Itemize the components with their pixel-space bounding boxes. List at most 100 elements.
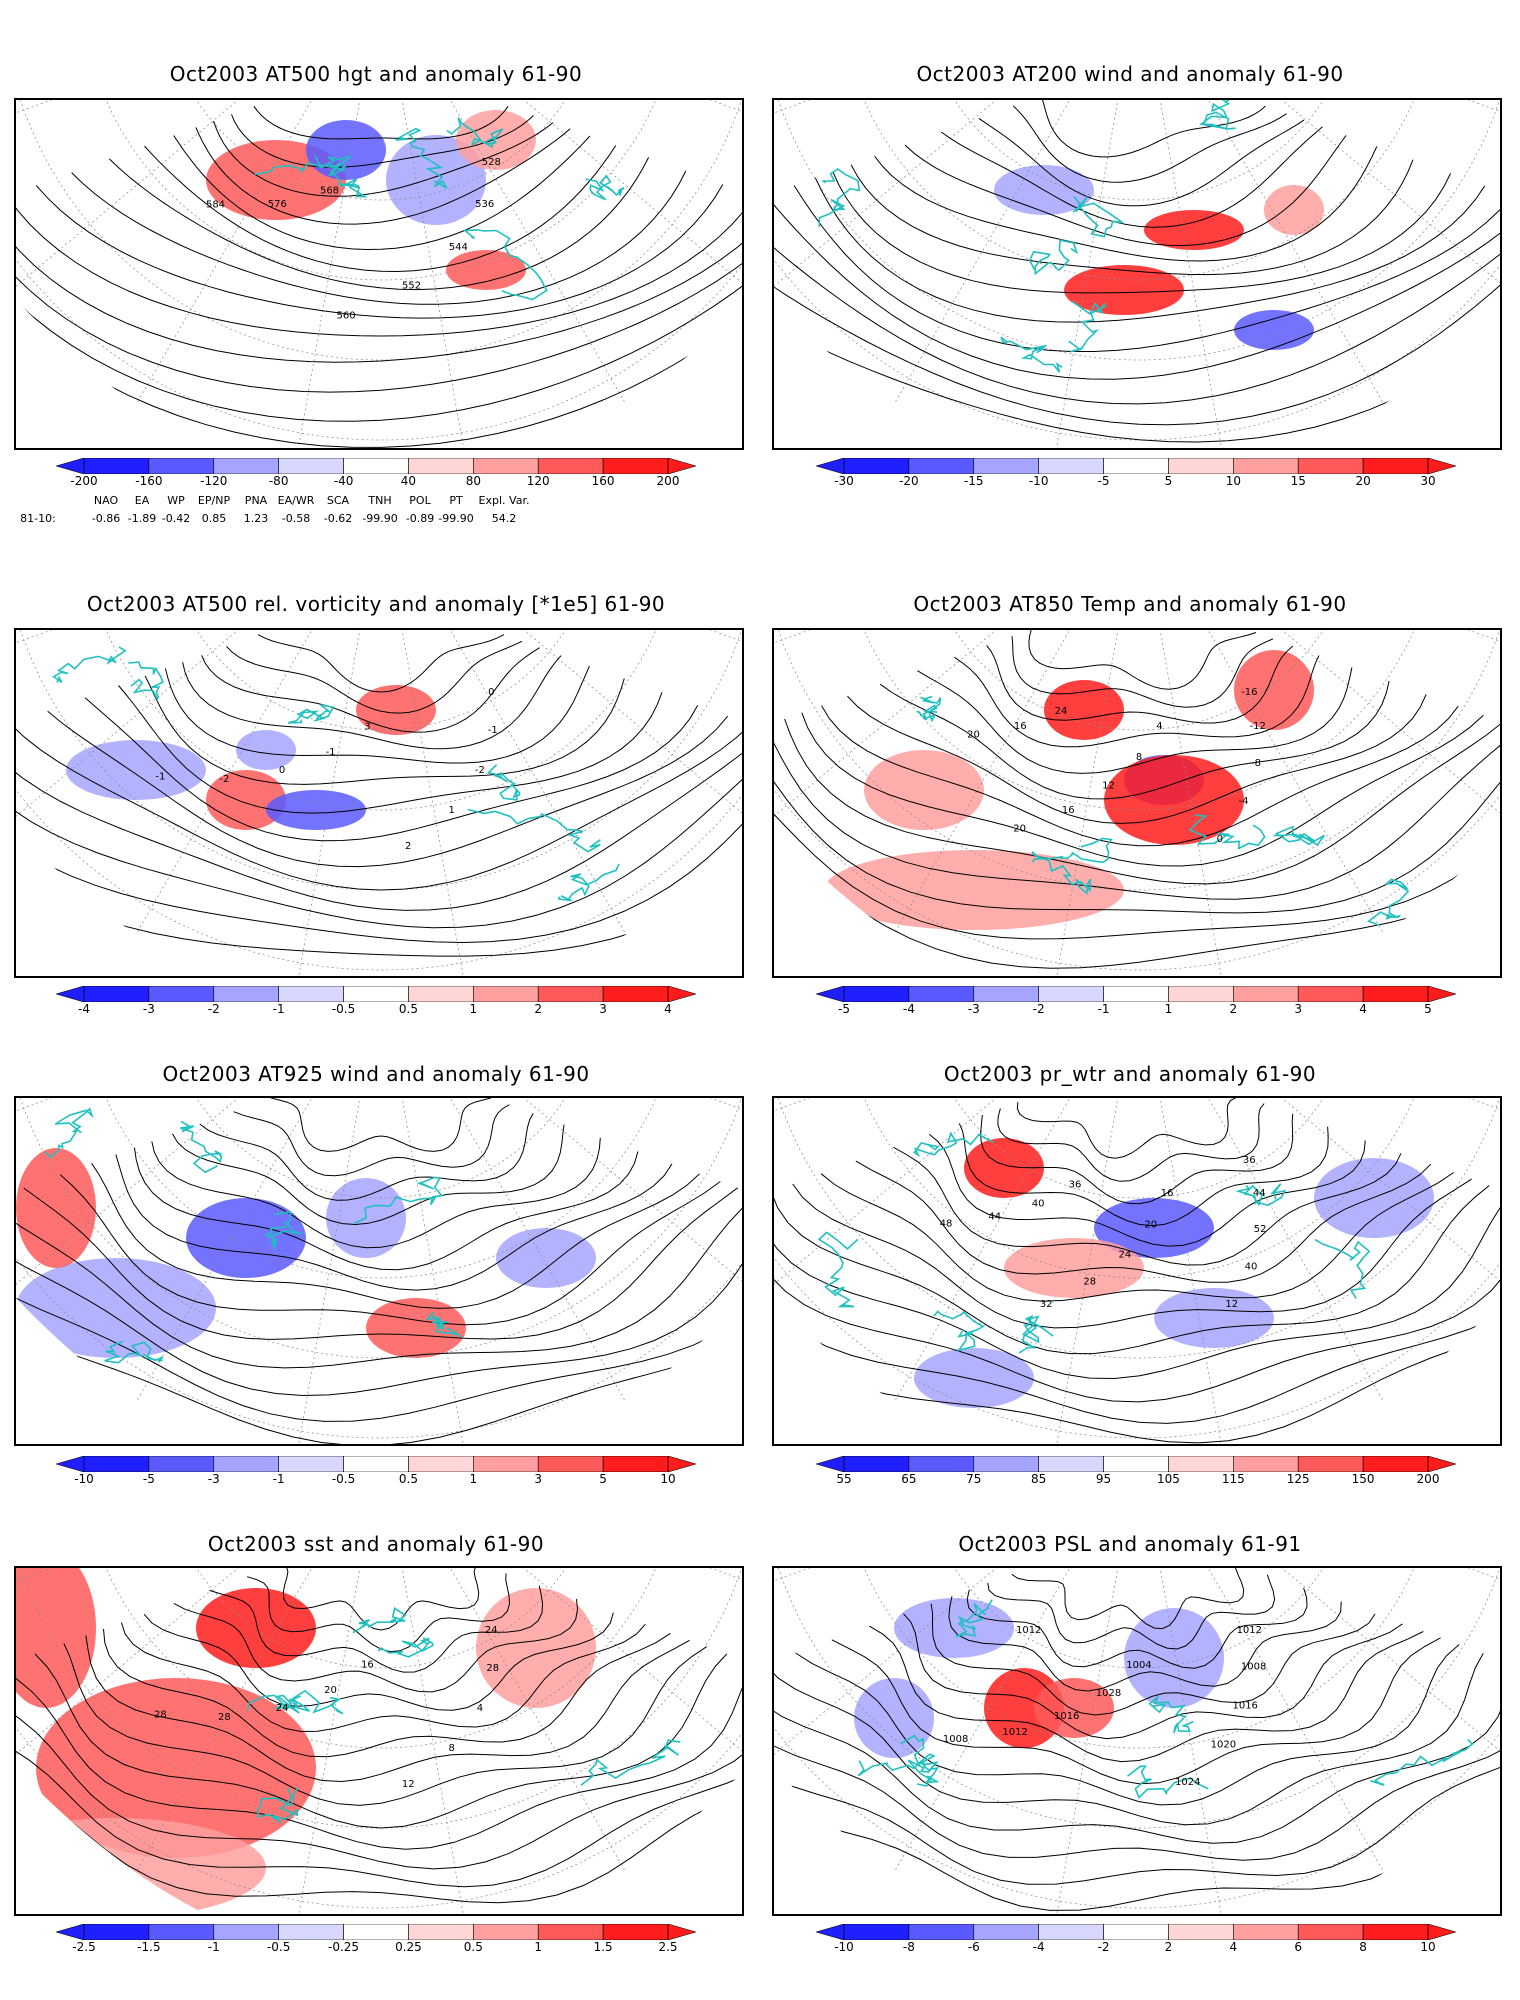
coastline <box>274 1694 311 1714</box>
contour-label: 16 <box>1014 721 1027 732</box>
contour-line <box>774 284 1500 426</box>
colorbar-swatch <box>843 457 910 475</box>
contour-label: 20 <box>324 1685 337 1696</box>
colorbar-tick-label: 4 <box>664 1002 672 1016</box>
colorbar-arrow-low <box>54 1455 85 1473</box>
coastline <box>1235 1183 1287 1207</box>
colorbar-arrow-low <box>814 1923 845 1941</box>
colorbar-swatch <box>408 1923 474 1941</box>
colorbar-tick-label: -20 <box>899 474 919 488</box>
colorbar-sst: -2.5 -1.5 -1 -0.5 -0.25 0.25 0.5 1 1.5 2.5 <box>54 1923 698 1964</box>
colorbar-tick-label: -1.5 <box>137 1940 161 1954</box>
colorbar-swatch <box>278 985 344 1003</box>
latitude-circle <box>778 1568 1500 1829</box>
colorbar-temp850-svg <box>814 985 1458 1003</box>
colorbar-swatch <box>1362 1923 1429 1941</box>
anomaly-region <box>864 750 984 830</box>
contour-line <box>904 135 1347 247</box>
coastline <box>446 117 504 148</box>
contour-label: 528 <box>482 157 501 168</box>
contour-line <box>173 1599 579 1693</box>
colorbar-tick-label: 1 <box>469 1472 478 1486</box>
contour-line <box>47 710 729 868</box>
contour-label: 24 <box>1055 706 1068 717</box>
coastline <box>1367 878 1410 927</box>
latitude-circle <box>105 100 657 281</box>
colorbar-tick-label: -4 <box>902 1002 915 1016</box>
colorbar-tick-label: 3 <box>1294 1002 1303 1016</box>
contour-line <box>774 781 1500 914</box>
colorbar-swatch <box>1233 985 1299 1003</box>
colorbar-swatch <box>148 1923 215 1941</box>
anomaly-region <box>1044 680 1124 740</box>
teleconnection-value: -99.90 <box>438 512 474 525</box>
colorbar-swatch <box>1362 457 1429 475</box>
contour-line <box>34 1653 728 1829</box>
contour-line <box>84 697 699 842</box>
colorbar-tick-label: -10 <box>1028 474 1049 488</box>
meridian-line <box>1281 100 1500 284</box>
colorbar-tick-label: 150 <box>1351 1472 1375 1486</box>
teleconnection-header: SCA <box>326 494 350 507</box>
contour-line <box>16 1750 742 1888</box>
colorbar-tick-label: -3 <box>967 1002 980 1016</box>
colorbar-swatch <box>1362 1455 1429 1473</box>
colorbar-tick-label: 10 <box>660 1472 676 1486</box>
anomaly-region <box>446 250 526 290</box>
contour-line <box>118 685 663 814</box>
latitude-circle <box>196 100 566 201</box>
colorbar-tick-label: 115 <box>1221 1472 1245 1486</box>
teleconnection-header: PT <box>449 494 463 507</box>
contour-label: 8 <box>449 1743 455 1754</box>
anomaly-region <box>894 1598 1014 1658</box>
colorbar-swatch <box>1103 1923 1169 1941</box>
contour-line <box>954 655 1320 748</box>
colorbar-psl: -10 -8 -6 -4 -2 2 4 6 8 10 <box>814 1923 1458 1964</box>
coastline <box>818 168 861 227</box>
colorbar-tick-label: -0.5 <box>331 1472 356 1486</box>
contour-line <box>903 1613 1403 1740</box>
contour-label: 576 <box>268 199 287 210</box>
contour-label: 552 <box>402 281 421 292</box>
latitude-circle <box>863 630 1415 811</box>
coastline <box>913 1131 994 1158</box>
contour-label: 24 <box>1119 1250 1132 1261</box>
contour-line <box>144 145 617 273</box>
contour-line <box>120 1622 646 1733</box>
meridian-line <box>774 1098 997 1285</box>
contour-line <box>16 242 742 363</box>
colorbar-tick-label: -80 <box>268 474 289 488</box>
contour-label: 48 <box>940 1219 953 1230</box>
colorbar-tick-label: 3 <box>534 1472 543 1486</box>
colorbar-arrow-low <box>54 457 85 475</box>
colorbar-swatch <box>343 1455 409 1473</box>
colorbar-swatch <box>973 985 1039 1003</box>
contour-label: 16 <box>361 1660 374 1671</box>
colorbar-tick-label: 125 <box>1286 1472 1310 1486</box>
colorbar-tick-label: 75 <box>966 1472 982 1486</box>
colorbar-wind925-svg <box>54 1455 698 1473</box>
contour-line <box>173 135 591 251</box>
anomaly-region <box>1124 1608 1224 1708</box>
contour-line <box>847 694 1427 824</box>
colorbar-swatch <box>908 1455 975 1473</box>
contour-line <box>774 204 1500 380</box>
contour-line <box>774 247 1500 405</box>
colorbar-swatch <box>537 985 604 1003</box>
meridian-line <box>298 100 361 448</box>
contour-line <box>59 1174 721 1326</box>
coastline <box>327 162 368 198</box>
colorbar-swatch <box>602 1455 669 1473</box>
contour-line <box>16 262 742 393</box>
coastline <box>377 1637 434 1658</box>
coastline <box>467 808 601 853</box>
panel-title-vort500: Oct2003 AT500 rel. vorticity and anomaly… <box>86 592 666 616</box>
colorbar-swatch <box>602 1923 669 1941</box>
teleconnection-header: Expl. Var. <box>478 494 530 507</box>
contour-line <box>980 1113 1294 1205</box>
contour-label: 36 <box>1243 1155 1256 1166</box>
colorbar-swatch <box>83 1455 150 1473</box>
coastline <box>585 174 625 201</box>
contour-line <box>774 1207 1500 1380</box>
teleconnection-value: -0.62 <box>323 512 353 525</box>
